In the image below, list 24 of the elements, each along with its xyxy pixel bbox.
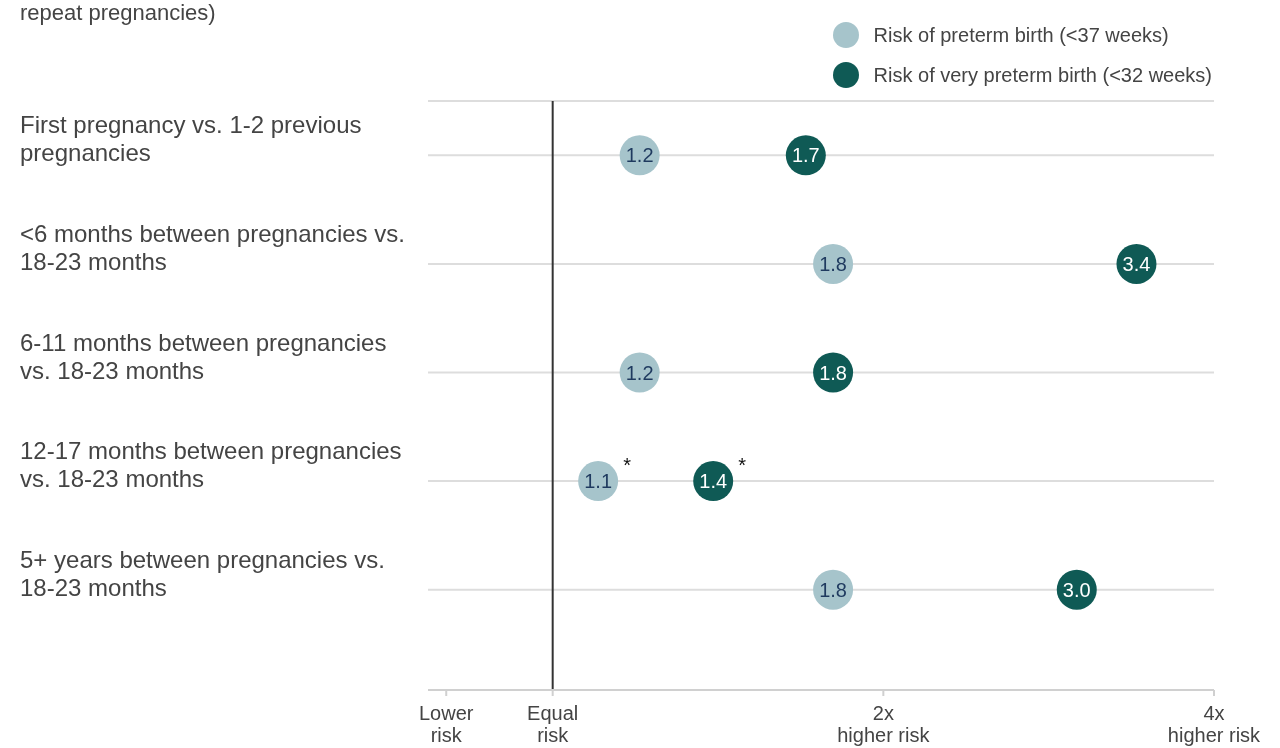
y-tick-label: <6 months between pregnancies vs. 18-23 months bbox=[20, 219, 405, 275]
text: repeat pregnancies) bbox=[20, 0, 216, 26]
y-tick-label: First pregnancy vs. 1-2 previous pregnancies bbox=[20, 111, 362, 167]
legend-label: Risk of very preterm birth (<32 weeks) bbox=[873, 63, 1212, 87]
data-label: 1.4 bbox=[699, 470, 728, 493]
data-label: 1.8 bbox=[819, 578, 847, 601]
data-label: 1.2 bbox=[625, 361, 654, 384]
legend-label: Risk of preterm birth (<37 weeks) bbox=[873, 23, 1169, 47]
annotation: * bbox=[623, 454, 632, 477]
x-tick-label: Equal risk bbox=[527, 702, 579, 746]
data-label: 1.1 bbox=[584, 470, 613, 493]
x-tick-label: 4x higher risk bbox=[1167, 702, 1262, 746]
x-tick-label: Lower risk bbox=[418, 702, 474, 746]
y-tick-label: 5+ years between pregnancies vs. 18-23 months bbox=[20, 545, 385, 601]
y-tick-label: 6-11 months between pregnancies vs. 18-23 months bbox=[20, 328, 387, 384]
annotation: * bbox=[738, 454, 747, 477]
data-label: 3.0 bbox=[1062, 578, 1091, 601]
x-tick-label: 2x higher risk bbox=[837, 702, 931, 746]
data-label: 1.7 bbox=[791, 144, 820, 167]
data-label: 1.8 bbox=[819, 361, 847, 384]
data-label: 1.2 bbox=[625, 144, 654, 167]
y-tick-label: 12-17 months between pregnancies vs. 18-23 months bbox=[20, 437, 402, 493]
data-label: 3.4 bbox=[1122, 253, 1151, 275]
data-label: 1.8 bbox=[819, 253, 847, 275]
